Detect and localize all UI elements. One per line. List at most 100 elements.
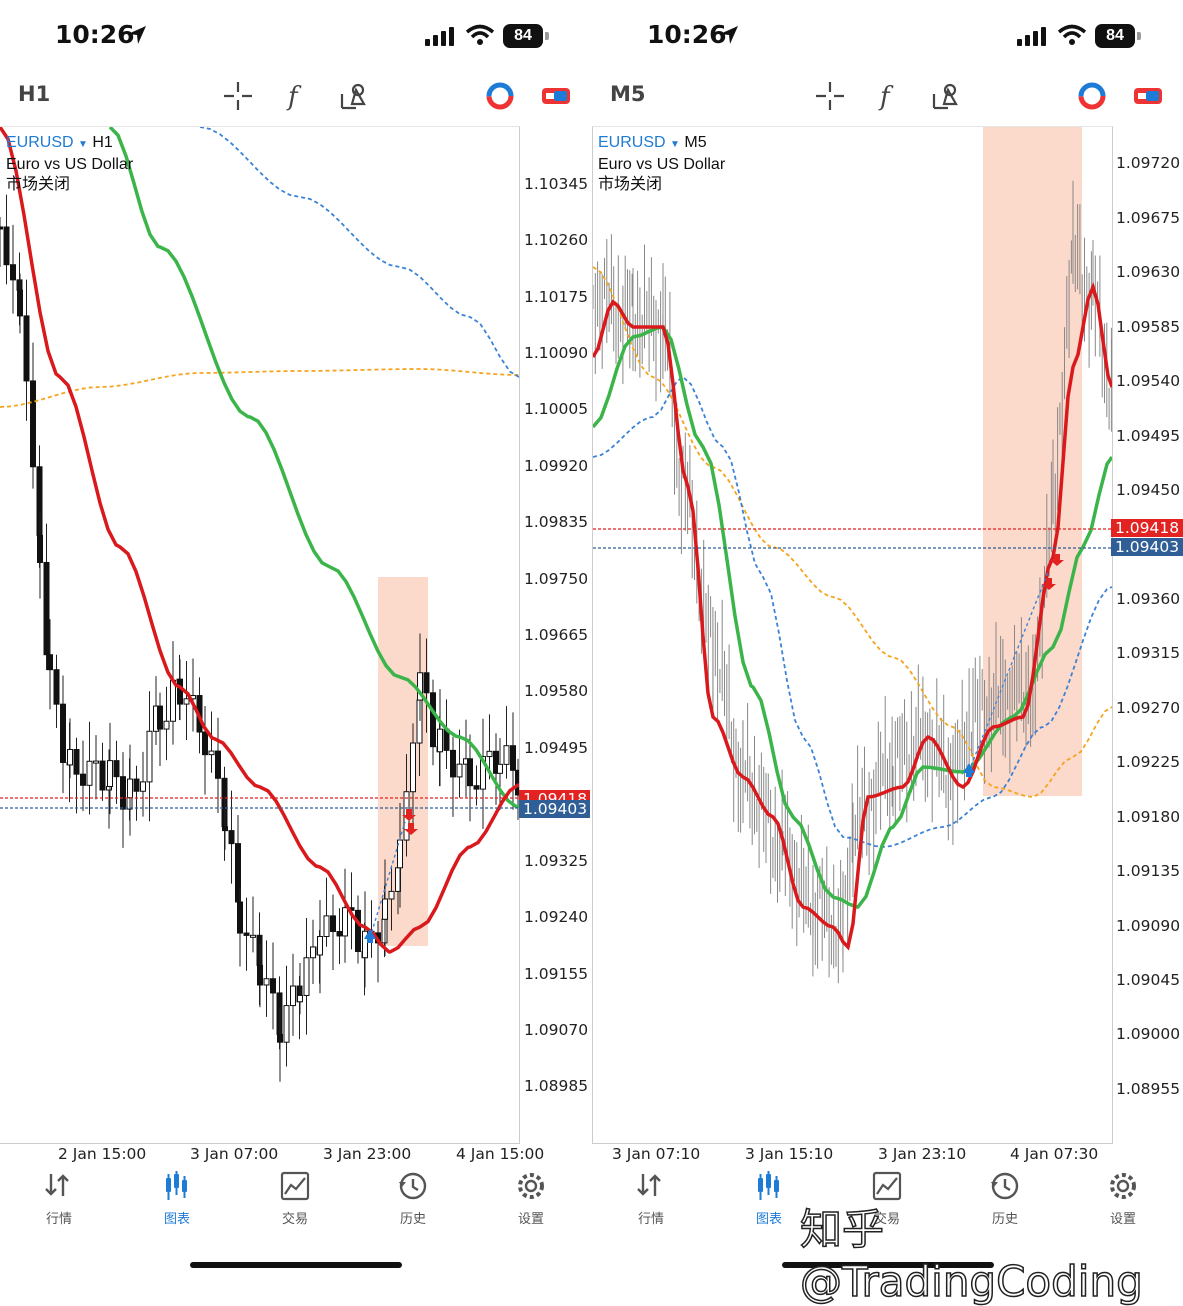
wifi-icon [465,24,495,45]
price-axis-label: 1.09920 [524,457,589,475]
candle-bearish [113,760,120,778]
indicators-icon[interactable]: f [872,80,904,112]
price-axis-label: 1.09325 [524,852,589,870]
location-arrow-icon [128,26,146,44]
candle-bullish [362,930,368,959]
candle-bullish [86,760,93,786]
candle-bearish [270,978,276,994]
candle-bearish [157,705,163,730]
bid-price-tag: 1.09403 [1111,538,1183,556]
price-axis-label: 1.10345 [524,175,589,193]
price-axis-label: 1.09630 [1116,263,1181,281]
settings-icon [518,1173,544,1199]
candle-bearish [473,785,480,790]
tab-label: 设置 [517,1211,544,1226]
candle-bearish [17,289,23,317]
time-axis-label: 3 Jan 23:10 [878,1145,967,1163]
tab-settings[interactable]: 设置 [1083,1170,1163,1227]
ask-price-tag: 1.09418 [1111,519,1183,537]
candle-bullish [67,749,73,766]
tab-label: 历史 [399,1211,426,1226]
buy-arrow-icon [364,929,376,943]
candle-bearish [257,964,263,986]
cellular-signal-icon [1017,27,1046,46]
price-axis-label: 1.09750 [524,570,589,588]
candle-bullish [410,742,416,793]
cellular-signal-icon [425,27,454,46]
one-click-trading-icon[interactable] [484,80,516,112]
quotes-icon [637,1174,661,1196]
candle-bearish [467,758,473,787]
sell-arrow-icon [1042,578,1056,590]
candle-bearish [0,226,3,230]
candle-bearish [515,769,519,796]
tab-quotes[interactable]: 行情 [19,1170,99,1227]
price-axis-label: 1.09665 [524,626,589,644]
symbol-description: Euro vs US Dollar [598,156,726,173]
tab-label: 图表 [163,1211,190,1226]
tab-trade[interactable]: 交易 [847,1170,927,1227]
price-axis-label: 1.09225 [1116,753,1181,771]
left-phone-screen: 10:26 84 H1 f EURUSD ▼ H1 Euro vs US Dol… [0,0,590,1280]
price-axis-label: 1.09360 [1116,590,1181,608]
candle-bearish [30,380,36,468]
candle-bullish [480,756,486,790]
one-click-trading-icon[interactable] [1076,80,1108,112]
price-axis-label: 1.09000 [1116,1025,1181,1043]
tab-chart[interactable]: 图表 [137,1170,217,1227]
candle-bullish [208,750,215,756]
price-axis-label: 1.08985 [524,1077,589,1095]
objects-icon[interactable] [930,80,962,112]
candle-bullish [183,698,190,705]
sell-arrow-icon [1050,554,1064,566]
trade-panel-icon[interactable] [1132,80,1164,112]
timeframe-button[interactable]: H1 [18,82,51,106]
tab-label: 图表 [755,1211,782,1226]
price-axis-label: 1.09180 [1116,808,1181,826]
tab-history[interactable]: 历史 [373,1170,453,1227]
tab-settings[interactable]: 设置 [491,1170,571,1227]
tab-trade[interactable]: 交易 [255,1170,335,1227]
status-time: 10:26 [647,20,727,49]
time-axis-label: 4 Jan 15:00 [456,1145,545,1163]
tab-quotes[interactable]: 行情 [611,1170,691,1227]
candlestick-chart[interactable] [0,127,519,1143]
symbol-label[interactable]: EURUSD [6,134,74,151]
battery-indicator: 84 [503,24,543,48]
tab-label: 交易 [873,1211,900,1226]
price-axis-label: 1.09135 [1116,862,1181,880]
price-chart[interactable]: EURUSD ▼ H1 Euro vs US Dollar 市场关闭 [0,126,520,1144]
price-axis-label: 1.09835 [524,513,589,531]
right-phone-screen: 10:26 84 M5 f EURUSD ▼ M5 Euro vs US Dol… [592,0,1183,1280]
tab-history[interactable]: 历史 [965,1170,1045,1227]
tab-chart[interactable]: 图表 [729,1170,809,1227]
caret-down-icon[interactable]: ▼ [670,139,680,150]
trade-icon [280,1171,310,1201]
candle-bullish [290,985,296,1007]
candle-bearish [215,750,221,779]
candle-bullish [106,786,112,791]
candle-bullish [503,745,510,765]
crosshair-icon[interactable] [814,80,846,112]
wifi-icon [1057,24,1087,45]
bottom-tab-bar: 行情 图表 交易 历史 设置 [592,1170,1183,1240]
objects-icon[interactable] [338,80,370,112]
price-axis-label: 1.09580 [524,682,589,700]
indicators-icon[interactable]: f [280,80,312,112]
price-axis-label: 1.09045 [1116,971,1181,989]
timeframe-button[interactable]: M5 [610,82,646,106]
candle-bearish [53,669,60,705]
crosshair-icon[interactable] [222,80,254,112]
sell-arrow-icon [404,823,418,835]
line-chart[interactable] [593,127,1112,1143]
trade-panel-icon[interactable] [540,80,572,112]
symbol-label[interactable]: EURUSD [598,134,666,151]
history-icon [991,1172,1019,1200]
candle-bullish [323,915,330,938]
caret-down-icon[interactable]: ▼ [78,139,88,150]
chart-info: EURUSD ▼ M5 Euro vs US Dollar 市场关闭 [598,133,725,195]
candle-bullish [283,1005,290,1043]
trade-connector-line [369,821,406,939]
status-time: 10:26 [55,20,135,49]
price-chart[interactable]: EURUSD ▼ M5 Euro vs US Dollar 市场关闭 [592,126,1113,1144]
